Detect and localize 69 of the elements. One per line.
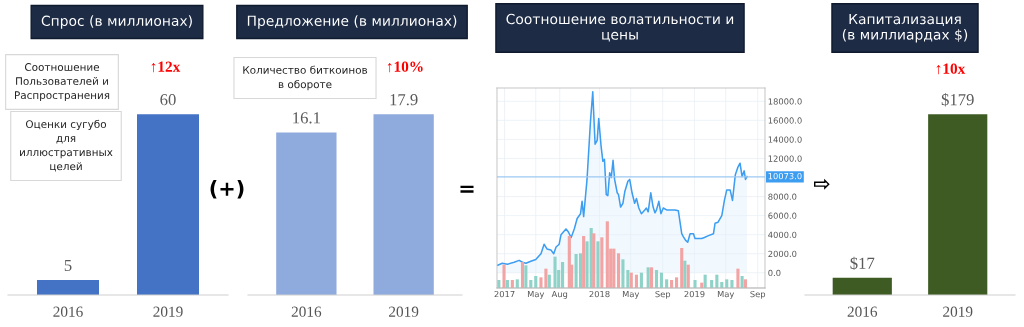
ref-line-label: 10073.0: [768, 172, 802, 180]
bar: [736, 268, 740, 288]
bar: [578, 253, 583, 288]
x-tick-label: May: [527, 291, 545, 299]
bar: [502, 264, 506, 288]
bar: [592, 233, 596, 288]
bar: [605, 221, 609, 288]
bar: [616, 253, 621, 288]
chart-title: Соотношение волатильности и цены: [506, 13, 734, 42]
x-tick-label: 2019: [684, 290, 705, 298]
y-tick-label: 14000.0: [768, 136, 802, 143]
bar: [553, 256, 557, 288]
annotation: =: [460, 185, 474, 193]
x-tick-label: Sep: [655, 290, 671, 299]
x-tick-label: 2019: [389, 306, 419, 317]
data-label: 17.9: [390, 94, 418, 106]
x-tick-label: Aug: [551, 291, 568, 299]
x-tick-label: 2019: [943, 306, 973, 317]
annotation: ⇨: [814, 178, 830, 190]
bar: [561, 262, 565, 288]
y-tick-label: 0.0: [768, 269, 781, 277]
bar: [596, 241, 600, 288]
x-tick-label: 2019: [153, 306, 183, 317]
y-tick-label: 4000.0: [768, 231, 797, 238]
y-tick-label: 16000.0: [768, 117, 802, 124]
data-label: $17: [850, 256, 875, 270]
x-tick-label: Sep: [750, 290, 766, 299]
x-tick-label: 2016: [53, 306, 83, 317]
bar: [686, 264, 690, 288]
x-tick-label: 2016: [847, 306, 878, 317]
bar: [693, 280, 697, 288]
data-label: 60: [160, 94, 176, 106]
bar: [649, 267, 654, 288]
bar: [582, 236, 586, 288]
annotation: Оценки сугубо для иллюстративных целей: [20, 119, 113, 172]
bar: [524, 265, 528, 288]
bar: [520, 262, 525, 288]
y-tick-label: 8000.0: [768, 193, 797, 200]
bar: [621, 259, 625, 288]
text: Количество биткоинов в обороте: [243, 65, 368, 91]
chart-title: Спрос (в миллионах): [41, 15, 192, 29]
bar: [683, 260, 687, 288]
chart-title: Капитализация (в миллиардах $): [842, 13, 968, 43]
text: ↑10x: [936, 63, 966, 75]
bar: [674, 277, 679, 288]
y-tick-label: 2000.0: [768, 250, 797, 257]
bar: [646, 267, 650, 288]
data-label: 5: [64, 259, 72, 271]
bar: [654, 270, 659, 288]
bar: [574, 254, 578, 288]
annotation: (+): [210, 179, 244, 199]
text: ↑12x: [151, 61, 181, 73]
bar: [680, 248, 684, 288]
y-tick-label: 12000.0: [768, 155, 802, 162]
text: Соотношение Пользователей и Распространения: [15, 63, 110, 102]
data-label: 16.1: [293, 112, 320, 124]
bar: [612, 248, 616, 288]
x-tick-label: 2017: [494, 290, 515, 298]
bar: [730, 280, 734, 288]
data-label: $179: [941, 93, 974, 107]
chart-title: Предложение (в миллионах): [247, 15, 457, 29]
x-tick-label: May: [622, 291, 640, 299]
x-tick-label: 2018: [589, 290, 610, 298]
x-tick-label: 2016: [291, 306, 322, 317]
bar: [600, 237, 604, 288]
x-tick-label: May: [717, 291, 735, 299]
y-tick-label: 6000.0: [768, 212, 797, 219]
y-tick-label: 18000.0: [768, 98, 802, 105]
text: ↑10%: [387, 61, 423, 73]
